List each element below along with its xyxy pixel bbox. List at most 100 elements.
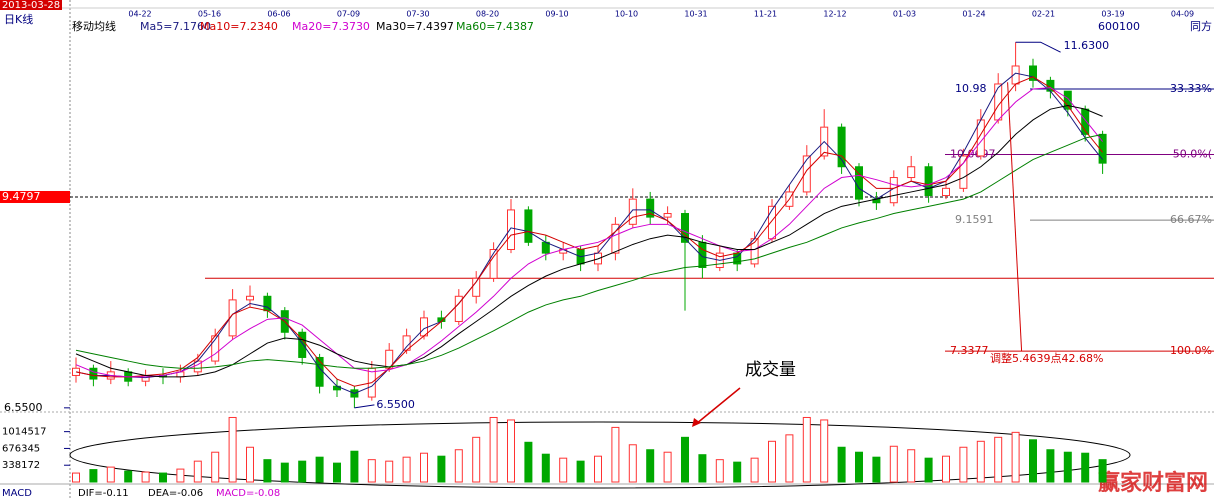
candle-body xyxy=(611,223,620,254)
candle-body xyxy=(524,209,533,243)
legend-entry: Ma20=7.3730 xyxy=(292,20,370,33)
volume-bar xyxy=(385,460,394,483)
candle-body xyxy=(646,198,655,218)
volume-bar xyxy=(1029,439,1037,483)
ma-line xyxy=(75,72,1103,394)
volume-bar xyxy=(141,471,150,483)
ma-title: 移动均线 xyxy=(72,19,116,33)
fib-percent: 66.67% xyxy=(1170,213,1212,226)
volume-bar xyxy=(715,459,724,483)
current-date: 2013-03-28 xyxy=(2,0,60,11)
arrow xyxy=(695,387,741,425)
price-highlight xyxy=(0,190,70,203)
volume-bar xyxy=(211,451,220,483)
low-label: 6.5500 xyxy=(376,398,415,411)
adjust-text: 调整5.4639点42.68% xyxy=(990,351,1103,365)
legend-entry: Ma60=7.4387 xyxy=(456,20,534,33)
volume-bar xyxy=(733,461,742,483)
fib-percent: 33.33% xyxy=(1170,82,1212,95)
candle-body xyxy=(663,213,672,218)
candle-body xyxy=(924,166,933,197)
fib-percent: 50.0%( xyxy=(1173,148,1212,161)
volume-bar xyxy=(159,472,167,483)
candle-body xyxy=(942,187,950,197)
candle-body xyxy=(681,213,689,243)
candle-body xyxy=(907,166,916,179)
candle-body xyxy=(959,155,968,189)
macd-item: DEA=-0.06 xyxy=(148,488,203,499)
volume-bar xyxy=(402,456,411,483)
volume-bar xyxy=(350,450,359,483)
x-tick-label: 10-31 xyxy=(684,10,707,19)
volume-bar xyxy=(889,445,898,483)
x-tick-label: 04-22 xyxy=(128,10,151,19)
volume-bar xyxy=(89,469,98,483)
volume-bar xyxy=(124,470,133,483)
volume-bar xyxy=(193,460,202,483)
stock-name: 同方 xyxy=(1190,19,1212,33)
candle-body xyxy=(802,155,811,193)
volume-bar xyxy=(663,451,672,483)
candle-body xyxy=(420,317,428,337)
volume-title: 成交量 xyxy=(745,360,796,380)
volume-bar xyxy=(559,457,568,483)
candle-body xyxy=(628,198,637,225)
volume-bar xyxy=(994,436,1003,483)
fib-price: 7.3377 xyxy=(950,344,989,357)
x-tick-label: 11-21 xyxy=(754,10,777,19)
x-tick-label: 12-12 xyxy=(823,10,846,19)
fib-price: 10.98 xyxy=(955,82,987,95)
fib-price: 9.1591 xyxy=(955,213,994,226)
volume-bar xyxy=(489,416,498,483)
volume-bar xyxy=(454,449,463,483)
volume-bar xyxy=(611,426,620,483)
x-tick-label: 03-19 xyxy=(1101,10,1124,19)
x-tick-label: 01-03 xyxy=(893,10,916,19)
volume-bar xyxy=(315,456,324,483)
volume-bar xyxy=(1011,431,1020,483)
volume-bar xyxy=(1081,452,1090,483)
ma-line xyxy=(75,87,1103,378)
x-tick-label: 01-24 xyxy=(962,10,985,19)
candle-body xyxy=(1063,90,1072,110)
volume-bar xyxy=(106,466,115,483)
volume-bar xyxy=(907,449,916,483)
x-tick-label: 04-09 xyxy=(1171,10,1194,19)
annotation-line xyxy=(1015,41,1061,53)
volume-bar xyxy=(855,451,863,483)
legend-entry: Ma30=7.4397 xyxy=(376,20,454,33)
arrow-head xyxy=(692,418,701,427)
ma-line xyxy=(75,76,1103,387)
x-tick-label: 02-21 xyxy=(1032,10,1055,19)
macd-title: MACD xyxy=(2,488,32,499)
volume-bar xyxy=(768,440,776,483)
volume-bar xyxy=(367,459,376,483)
candle-body xyxy=(472,277,481,297)
volume-bar xyxy=(976,440,985,483)
candle-body xyxy=(489,249,498,279)
volume-bar xyxy=(802,416,811,483)
candle-body xyxy=(768,205,776,240)
volume-bar xyxy=(541,453,550,483)
y-tick-label: 9.4797 xyxy=(2,190,41,203)
watermark: 赢家财富网 xyxy=(1098,470,1208,496)
volume-bar xyxy=(333,462,341,483)
period-label: 日K线 xyxy=(4,12,33,26)
volume-bar xyxy=(681,436,689,483)
fib-price: 10.0697 xyxy=(950,148,996,161)
adjust-line xyxy=(1007,82,1023,352)
volume-bar xyxy=(646,449,655,483)
ma-line xyxy=(75,105,1103,378)
candle-body xyxy=(698,241,707,269)
x-tick-label: 09-10 xyxy=(545,10,568,19)
volume-bar xyxy=(1098,459,1107,483)
volume-tick-label: 338172 xyxy=(2,460,40,471)
volume-bar xyxy=(472,436,481,483)
candle-body xyxy=(454,295,463,322)
macd-item: DIF=-0.11 xyxy=(78,488,129,499)
volume-tick-label: 1014517 xyxy=(2,427,47,438)
volume-bar xyxy=(507,419,515,483)
volume-tick-label: 676345 xyxy=(2,443,40,454)
volume-bar xyxy=(698,454,707,483)
